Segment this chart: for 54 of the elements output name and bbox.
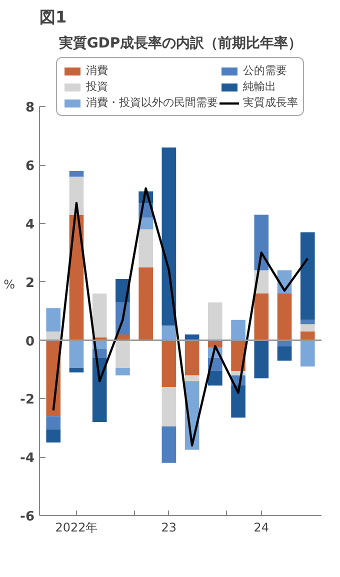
x-tick-label: 24 [254,520,270,534]
y-tick-label: -4 [20,451,35,466]
y-tick-label: 2 [25,276,34,291]
bar [69,368,84,372]
y-tick-label: 0 [25,334,34,350]
bar [69,340,84,368]
bar [162,387,176,426]
x-tick-label: 2022年 [55,520,98,534]
bar [162,326,176,340]
bar [277,294,292,340]
bar [162,426,176,463]
bar [277,346,292,361]
bar [254,294,269,340]
bar [46,429,61,442]
bar [162,148,176,326]
bar [254,214,269,270]
chart-title: 実質GDP成長率の内訳（前期比年率） [58,34,302,52]
bar [254,340,269,378]
bar [208,302,222,340]
line-series [52,187,309,447]
bar [300,324,315,332]
bar [92,358,107,422]
bar [300,320,315,324]
bar [300,340,315,367]
x-tick-label: 23 [161,520,177,534]
bar [46,308,61,332]
bar [300,232,315,320]
y-tick-label: -2 [20,392,35,408]
legend-label: 純輸出 [243,79,276,94]
bar [69,176,84,215]
bar [116,340,130,368]
bar [231,386,246,418]
bar [162,340,176,388]
legend-label: 実質成長率 [243,95,298,110]
legend-label: 公的需要 [243,63,287,78]
bar [138,229,153,268]
caption: 図1 [40,8,67,26]
bar [184,375,200,382]
bar [184,340,200,376]
y-axis-title: % [4,278,16,292]
legend-label: 消費・投資以外の民間需要 [86,95,218,110]
bar [92,294,107,338]
bar [231,320,246,340]
bar [69,170,84,177]
y-tick-label: 4 [25,217,34,232]
bar [46,416,61,430]
bar [116,368,130,376]
legend-label: 消費 [86,63,108,78]
legend-label: 投資 [86,79,108,94]
y-tick-label: 8 [25,100,34,116]
y-tick-label: 6 [25,159,34,174]
bar [138,267,153,340]
bar [208,370,222,386]
y-tick-label: -6 [20,510,35,524]
